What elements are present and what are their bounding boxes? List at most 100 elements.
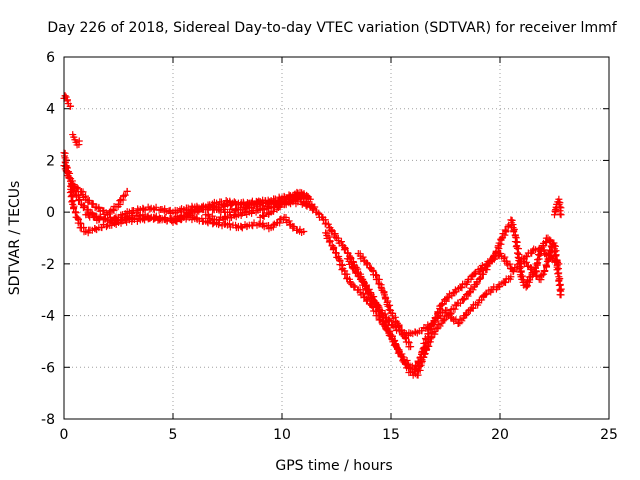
point-trail — [259, 219, 273, 233]
point-trail — [363, 295, 375, 308]
series-j — [234, 213, 308, 237]
y-tick-label: 0 — [46, 205, 55, 221]
point-trail — [66, 102, 74, 110]
point-trail — [434, 317, 446, 332]
point-trail — [105, 203, 122, 218]
point-trail — [456, 312, 468, 327]
point-trail — [182, 208, 197, 221]
point-trail — [523, 273, 534, 290]
point-trail — [471, 266, 484, 278]
y-axis-label: SDTVAR / TECUs — [7, 181, 23, 296]
point-trail — [95, 213, 109, 224]
point-trail — [516, 262, 526, 281]
axis-ticks: 0 5 10 15 20 25 -8 -6 -4 -2 0 2 4 6 — [41, 50, 618, 443]
point-trail — [248, 219, 263, 230]
point-trail — [161, 214, 176, 225]
point-trail — [345, 255, 357, 272]
point-trail — [520, 255, 532, 270]
point-trail — [492, 235, 505, 256]
point-trail — [467, 281, 479, 296]
point-trail — [537, 271, 546, 284]
point-trail — [323, 229, 336, 250]
point-trail — [139, 203, 154, 214]
point-trail — [343, 270, 354, 287]
point-trail — [289, 222, 301, 234]
point-trail — [204, 210, 218, 224]
series-b — [69, 131, 83, 149]
point-trail — [259, 196, 274, 207]
point-trail — [193, 203, 208, 216]
point-trail — [381, 293, 395, 314]
point-trail — [427, 325, 439, 342]
point-trail — [469, 300, 482, 312]
point-trail — [458, 280, 471, 292]
point-trail — [523, 249, 536, 261]
point-trail — [106, 215, 121, 226]
point-trail — [424, 320, 436, 332]
point-trail — [61, 149, 69, 160]
point-trail — [404, 329, 415, 339]
point-trail — [486, 251, 498, 265]
y-tick-label: 4 — [46, 102, 55, 118]
point-trail — [539, 234, 551, 251]
y-tick-label: 6 — [46, 50, 55, 66]
point-trail — [116, 187, 131, 209]
point-trail — [269, 201, 284, 215]
point-trail — [321, 216, 333, 232]
point-trail — [302, 198, 313, 210]
x-tick-label: 10 — [273, 427, 291, 443]
point-trail — [503, 259, 516, 273]
point-trail — [315, 209, 327, 222]
point-trail — [411, 328, 421, 337]
point-trail — [171, 214, 186, 226]
x-tick-label: 0 — [60, 427, 69, 443]
point-trail — [531, 246, 545, 275]
point-trail — [61, 156, 70, 167]
point-trail — [128, 211, 143, 222]
point-trail — [450, 316, 462, 327]
series-r — [551, 195, 565, 219]
point-trail — [409, 368, 419, 379]
series-k — [256, 192, 314, 221]
point-trail — [365, 286, 376, 303]
point-trail — [356, 250, 368, 265]
point-trail — [259, 209, 273, 220]
point-trail — [356, 286, 368, 301]
point-trail — [282, 214, 294, 229]
data-point — [61, 92, 69, 100]
x-tick-label: 20 — [491, 427, 509, 443]
point-trail — [327, 226, 339, 241]
point-trail — [63, 163, 72, 176]
point-trail — [371, 298, 383, 313]
point-trail — [91, 224, 101, 234]
point-trail — [528, 269, 537, 280]
point-trail — [258, 203, 273, 214]
point-trail — [215, 197, 230, 208]
point-trail — [511, 233, 521, 251]
point-trail — [70, 202, 80, 221]
x-tick-label: 15 — [382, 427, 400, 443]
point-trail — [237, 221, 251, 232]
point-trail — [296, 225, 306, 237]
point-trail — [226, 210, 240, 222]
point-trail — [80, 223, 88, 236]
point-trail — [334, 234, 346, 249]
point-trail — [308, 204, 320, 216]
y-tick-label: -8 — [41, 412, 55, 428]
x-axis-label: GPS time / hours — [275, 458, 392, 474]
point-trail — [340, 243, 352, 257]
point-trail — [128, 205, 142, 217]
point-trail — [489, 283, 500, 294]
point-trail — [555, 198, 564, 209]
point-trail — [499, 223, 512, 241]
point-trail — [291, 192, 306, 204]
point-trail — [79, 202, 92, 214]
y-tick-label: -6 — [41, 360, 55, 376]
point-trail — [420, 337, 434, 358]
point-trail — [248, 205, 262, 217]
point-trail — [329, 243, 343, 261]
point-trail — [375, 275, 388, 297]
point-trail — [464, 271, 476, 283]
x-tick-label: 25 — [600, 427, 618, 443]
point-trail — [117, 212, 131, 224]
